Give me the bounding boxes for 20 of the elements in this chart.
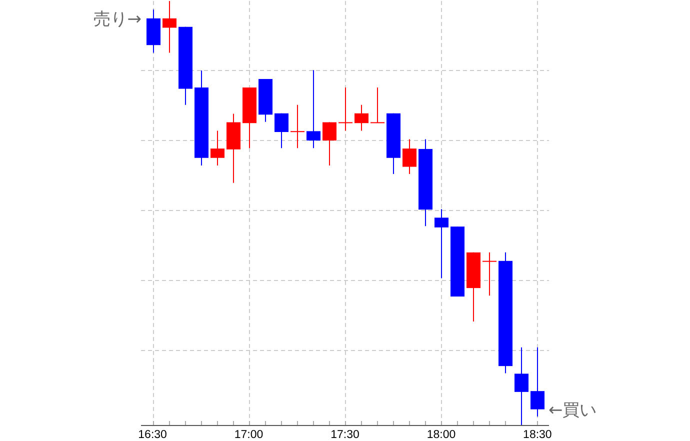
x-tick-label: 16:30 <box>138 429 167 441</box>
candlestick <box>274 112 288 149</box>
candlestick <box>322 122 336 166</box>
candlestick <box>306 70 320 149</box>
candlestick <box>210 130 224 166</box>
candlestick <box>482 252 496 296</box>
candlestick <box>338 86 352 132</box>
candlestick <box>162 0 176 54</box>
annotation: ←買い <box>548 400 597 420</box>
candlestick <box>370 86 384 124</box>
x-tick-label: 18:00 <box>426 429 456 441</box>
x-tick-label: 18:30 <box>523 429 552 441</box>
x-tick-label: 17:30 <box>330 429 360 441</box>
text: 売り→ <box>93 9 142 30</box>
candlestick <box>290 104 304 149</box>
candlestick <box>402 138 416 174</box>
candlestick <box>354 104 368 132</box>
candlestick <box>530 346 544 418</box>
x-tick-label: 17:00 <box>234 429 264 441</box>
candlestick <box>434 208 448 279</box>
